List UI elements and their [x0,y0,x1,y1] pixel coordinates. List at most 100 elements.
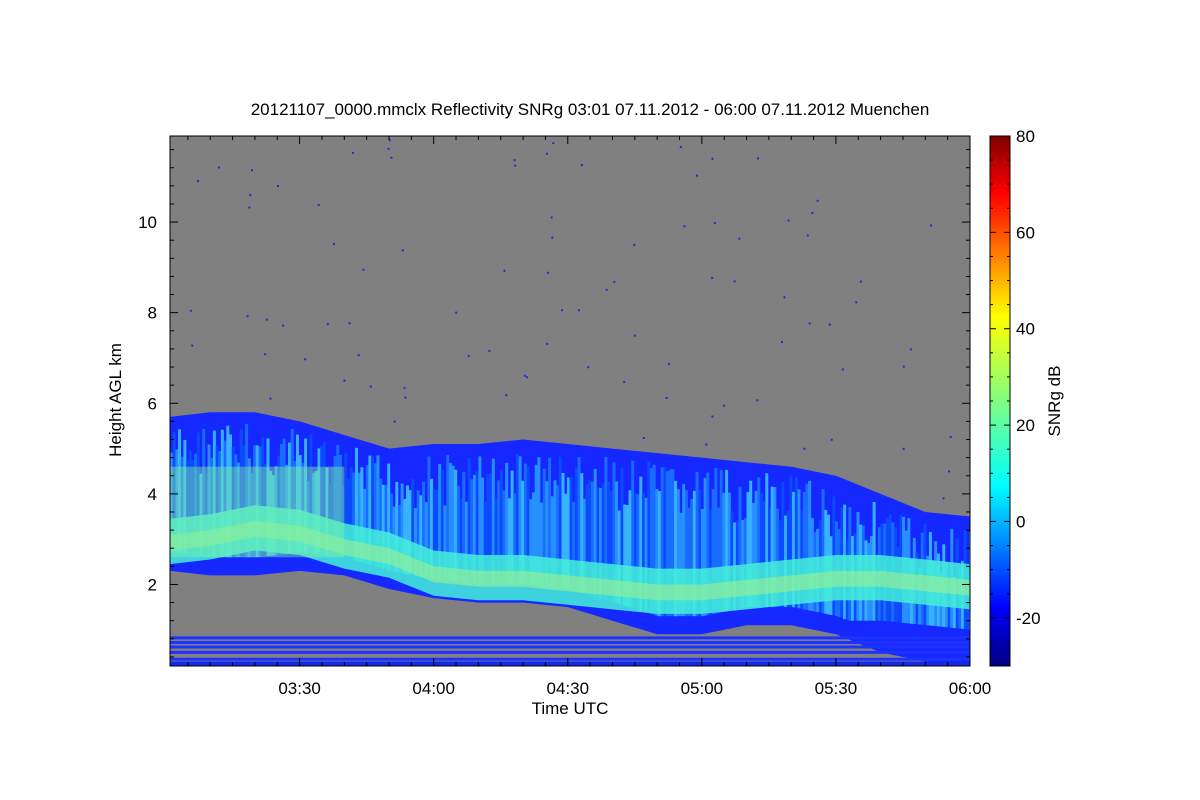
noise-speckle [577,309,580,312]
echo-streak [789,476,793,608]
noise-speckle [711,277,714,279]
noise-speckle [711,157,714,160]
echo-streak [448,463,452,582]
noise-speckle [388,139,391,142]
echo-streak [537,457,541,586]
echo-streak [333,456,337,557]
echo-streak [384,485,388,570]
echo-streak [207,444,211,557]
echo-streak [583,498,586,594]
echo-streak [620,467,624,605]
echo-streak [435,489,439,581]
noise-speckle [811,212,814,214]
echo-streak [660,467,664,617]
noise-speckle [787,219,790,222]
echo-streak [242,445,246,558]
colorbar-ticks: -20 0 20 40 60 80 [990,127,1041,643]
echo-streak [499,469,503,585]
echo-streak [245,424,249,558]
echo-streak [352,472,356,560]
echo-streak [191,460,195,556]
noise-speckle [362,268,365,271]
echo-streak [470,479,474,584]
echo-streak [717,507,720,614]
echo-streak [711,489,715,615]
noise-speckle [246,315,249,318]
echo-streak [786,510,790,608]
echo-streak [676,489,680,617]
echo-streak [768,507,771,608]
noise-speckle [803,447,806,450]
chart-title: 20121107_0000.mmclx Reflectivity SNRg 03… [251,100,930,119]
echo-streak [577,456,581,592]
echo-streak [507,498,511,585]
noise-speckle [248,206,251,209]
echo-streak [781,482,785,608]
echo-streak [478,456,482,585]
echo-streak [561,473,565,589]
echo-streak [604,456,608,601]
echo-streak [186,459,190,555]
echo-streak [550,496,554,588]
noise-speckle [217,166,220,169]
echo-streak [473,474,476,584]
echo-streak [212,430,216,558]
echo-streak [773,487,777,608]
echo-streak [526,466,530,585]
noise-speckle [667,363,670,366]
echo-streak [529,499,533,586]
echo-streak [486,474,490,585]
noise-speckle [552,142,555,145]
echo-streak [609,491,613,602]
echo-streak [572,501,576,591]
y-tick-label: 8 [148,304,157,323]
echo-streak [317,448,321,555]
noise-speckle [455,311,458,314]
echo-streak [178,429,181,554]
colorbar-tick-label: -20 [1016,609,1041,628]
echo-streak [684,490,688,617]
echo-streak [194,453,198,556]
echo-streak [481,477,485,585]
echo-streak [735,520,739,610]
echo-streak [749,480,753,608]
noise-speckle [859,280,862,283]
echo-streak [636,494,640,610]
noise-speckle [282,324,285,327]
echo-streak [518,456,522,585]
echo-streak [612,462,616,603]
echo-streak [639,476,643,611]
echo-streak [202,428,206,557]
echo-streak [722,492,726,612]
echo-streak [515,454,519,585]
noise-speckle [949,436,952,438]
echo-streak [628,490,632,608]
x-tick-label: 03:30 [278,679,321,698]
noise-speckle [942,497,945,500]
noise-speckle [623,381,626,384]
echo-streak [695,471,699,617]
echo-streak [808,480,812,611]
echo-streak [743,518,747,608]
noise-speckle [780,341,783,344]
noise-speckle [390,156,393,159]
echo-streak [714,468,718,614]
echo-streak [607,482,611,601]
noise-speckle [696,174,698,177]
echo-streak [700,509,704,617]
y-tick-label: 2 [148,575,157,594]
echo-streak [703,477,707,616]
echo-streak [542,468,546,587]
echo-streak [456,485,460,583]
noise-speckle [197,180,199,183]
echo-streak [298,455,302,553]
echo-streak [430,478,434,580]
colorbar: -20 0 20 40 60 80 SNRg dB [989,127,1064,667]
noise-speckle [514,164,517,167]
echo-streak [314,471,318,555]
noise-speckle [249,194,252,197]
noise-speckle [757,157,759,160]
echo-streak [663,467,667,617]
noise-speckle [467,354,470,357]
echo-streak [424,502,428,579]
